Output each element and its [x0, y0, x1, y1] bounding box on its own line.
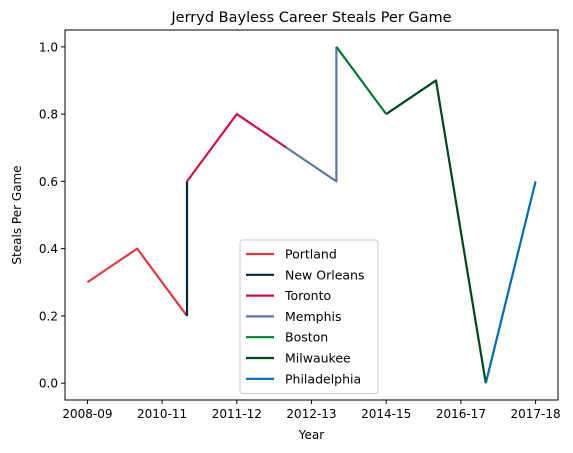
y-tick-label: 0.2	[39, 309, 58, 323]
x-tick-label: 2010-11	[137, 407, 187, 421]
x-tick-label: 2017-18	[511, 407, 561, 421]
series-line-philadelphia	[484, 181, 537, 384]
x-tick-label: 2011-12	[212, 407, 262, 421]
series-line-boston	[335, 46, 388, 115]
x-tick-label: 2014-15	[361, 407, 411, 421]
y-axis-label: Steals Per Game	[10, 165, 24, 264]
x-tick-label: 2012-13	[286, 407, 336, 421]
y-tick-label: 0.6	[39, 175, 58, 189]
legend-label: Boston	[285, 330, 328, 345]
legend-label: Portland	[285, 247, 337, 262]
y-tick-label: 0.8	[39, 108, 58, 122]
legend-label: Memphis	[285, 309, 342, 324]
series-line-memphis	[285, 46, 338, 183]
y-tick-label: 0.4	[39, 242, 58, 256]
legend-label: Toronto	[284, 288, 331, 303]
y-tick-label: 0.0	[39, 377, 58, 391]
axes: 2008-09 2010-11 2011-12 2012-13 2014-15 2016-…	[39, 40, 561, 421]
legend-label: Milwaukee	[285, 351, 351, 366]
legend-box	[239, 239, 379, 395]
x-tick-label: 2008-09	[62, 407, 112, 421]
legend-label: New Orleans	[285, 267, 364, 282]
series-line-toronto	[186, 112, 288, 183]
x-axis-label: Year	[298, 428, 324, 442]
series-line-portland	[86, 247, 188, 317]
x-tick-label: 2016-17	[436, 407, 486, 421]
legend-label: Philadelphia	[285, 371, 361, 386]
legend: Portland New Orleans Toronto Memphis Boston M…	[239, 239, 379, 395]
plot-area	[86, 46, 537, 384]
y-tick-label: 1.0	[39, 40, 58, 54]
chart-title: Jerryd Bayless Career Steals Per Game	[170, 10, 451, 26]
series-line-milwaukee	[385, 79, 487, 384]
